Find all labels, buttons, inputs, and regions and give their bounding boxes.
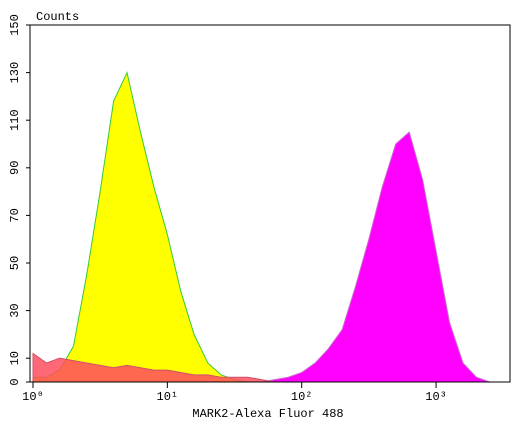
y-tick-label: 10 [8, 351, 22, 365]
y-axis-label: Counts [36, 10, 79, 24]
x-tick-label: 10¹ [157, 390, 179, 404]
y-tick-label: 50 [8, 256, 22, 270]
x-tick-label: 10⁰ [22, 390, 44, 404]
x-tick-label: 10³ [425, 390, 447, 404]
y-tick-label: 150 [8, 14, 22, 36]
x-axis-label: MARK2-Alexa Fluor 488 [192, 407, 343, 421]
y-tick-label: 110 [8, 109, 22, 131]
plot-frame [29, 24, 511, 383]
x-tick-label: 10² [291, 390, 313, 404]
y-tick-label: 70 [8, 208, 22, 222]
y-tick-label: 90 [8, 161, 22, 175]
y-tick-label: 0 [8, 378, 22, 385]
y-tick-label: 30 [8, 303, 22, 317]
y-tick-label: 130 [8, 62, 22, 84]
